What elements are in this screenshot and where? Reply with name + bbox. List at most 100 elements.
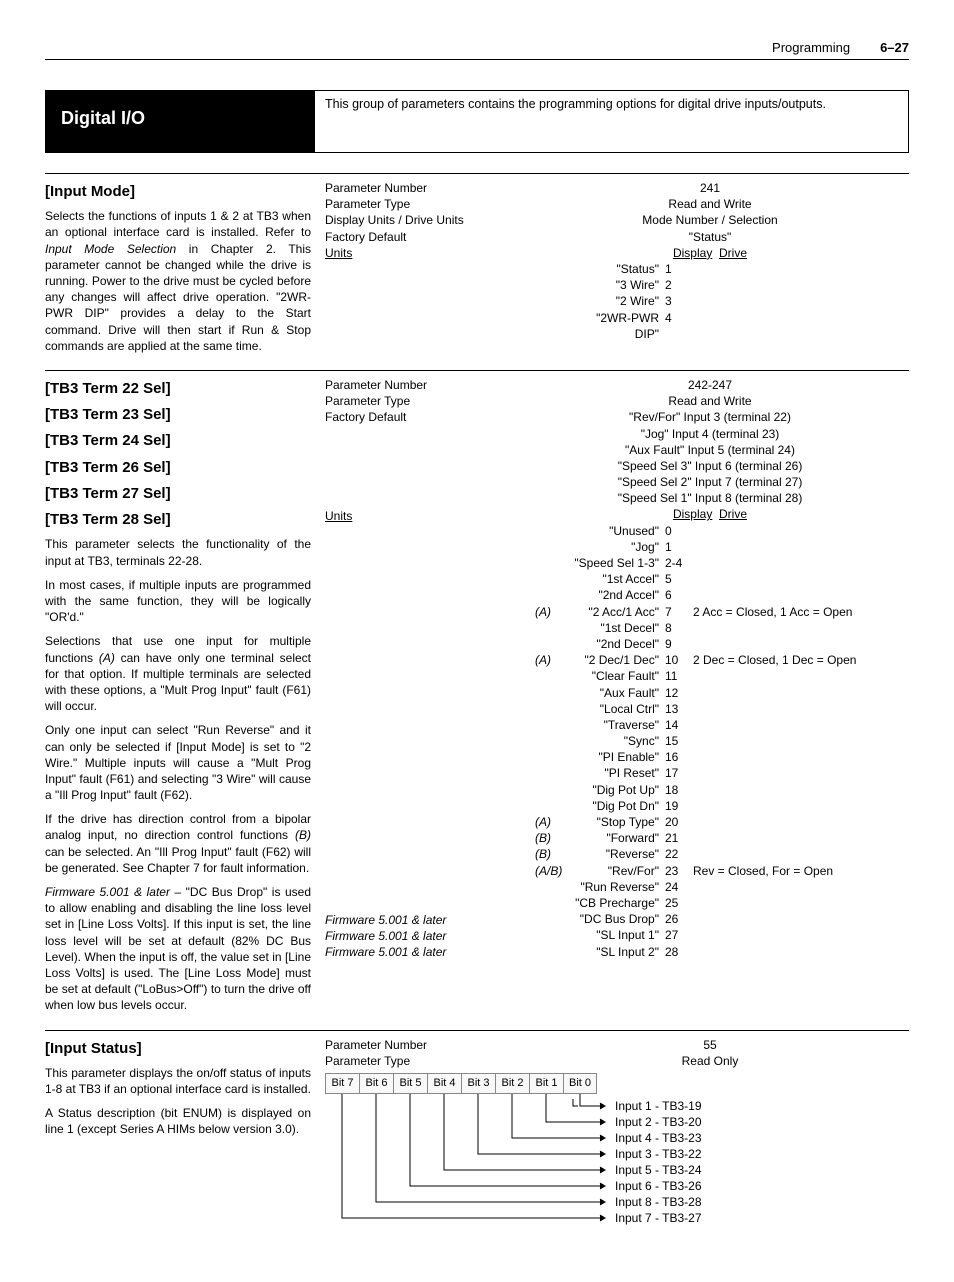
unit-row: "CB Precharge"25: [535, 895, 885, 911]
unit-row: (A)"2 Dec/1 Dec"102 Dec = Closed, 1 Dec …: [535, 652, 885, 668]
bit-label: Bit 5: [393, 1073, 427, 1094]
unit-row: "Sync"15: [535, 733, 885, 749]
unit-row: "2nd Accel"6: [535, 587, 885, 603]
units-header: Display Drive: [535, 245, 885, 261]
unit-row: "Dig Pot Up"18: [535, 782, 885, 798]
tb3-p1: This parameter selects the functionality…: [45, 536, 311, 568]
page-number: 6–27: [880, 40, 909, 55]
unit-row: (A)"2 Acc/1 Acc"72 Acc = Closed, 1 Acc =…: [535, 604, 885, 620]
param-desc: Selects the functions of inputs 1 & 2 at…: [45, 208, 311, 354]
unit-row: "1st Decel"8: [535, 620, 885, 636]
is-p1: This parameter displays the on/off statu…: [45, 1065, 311, 1097]
bit-label: Bit 0: [563, 1073, 597, 1094]
page-header: Programming 6–27: [45, 40, 909, 60]
unit-row: "SL Input 1"27: [535, 927, 885, 943]
section-input-mode: [Input Mode] Selects the functions of in…: [45, 173, 909, 362]
label-pn: Parameter Number: [325, 180, 529, 196]
group-caption: This group of parameters contains the pr…: [315, 90, 909, 153]
unit-row: (B)"Forward"21: [535, 830, 885, 846]
section-tb3-term-sel: [TB3 Term 22 Sel] [TB3 Term 23 Sel] [TB3 T…: [45, 370, 909, 1022]
input-map-row: Input 8 - TB3-28: [615, 1194, 702, 1210]
units-header: Display Drive: [535, 506, 885, 522]
bit-label: Bit 2: [495, 1073, 529, 1094]
unit-row: "3 Wire"2: [535, 277, 885, 293]
unit-row: "Jog"1: [535, 539, 885, 555]
label-pt: Parameter Type: [325, 393, 529, 409]
label-pn: Parameter Number: [325, 377, 529, 393]
label-un: Units: [325, 245, 529, 261]
chapter-label: Programming: [772, 40, 850, 55]
param-title: [Input Mode]: [45, 182, 311, 202]
label-pt: Parameter Type: [325, 1053, 535, 1069]
group-band: Digital I/O This group of parameters con…: [45, 90, 909, 153]
label-fd: Factory Default: [325, 409, 529, 425]
param-title: [TB3 Term 23 Sel]: [45, 405, 311, 425]
tb3-p2: In most cases, if multiple inputs are pr…: [45, 577, 311, 626]
unit-row: "DC Bus Drop"26: [535, 911, 885, 927]
val-pn: 242-247: [535, 377, 885, 393]
param-title: [Input Status]: [45, 1039, 311, 1059]
unit-row: "Speed Sel 1-3"2-4: [535, 555, 885, 571]
param-title: [TB3 Term 28 Sel]: [45, 510, 311, 530]
unit-row: "Run Reverse"24: [535, 879, 885, 895]
unit-row: "SL Input 2"28: [535, 944, 885, 960]
fd-row: "Speed Sel 2" Input 7 (terminal 27): [535, 474, 885, 490]
fd-row: "Jog" Input 4 (terminal 23): [535, 426, 885, 442]
fd-row: "Speed Sel 1" Input 8 (terminal 28): [535, 490, 885, 506]
fw-note: Firmware 5.001 & later: [325, 928, 529, 944]
unit-row: "Clear Fault"11: [535, 668, 885, 684]
tb3-p3: Selections that use one input for multip…: [45, 633, 311, 714]
input-map-row: Input 4 - TB3-23: [615, 1130, 702, 1146]
input-map-row: Input 5 - TB3-24: [615, 1162, 702, 1178]
val-pt: Read and Write: [535, 196, 885, 212]
unit-row: "PI Reset"17: [535, 765, 885, 781]
unit-row: "Traverse"14: [535, 717, 885, 733]
param-title: [TB3 Term 26 Sel]: [45, 458, 311, 478]
section-input-status: [Input Status] This parameter displays t…: [45, 1030, 909, 1234]
label-fd: Factory Default: [325, 229, 529, 245]
input-map-row: Input 1 - TB3-19: [615, 1098, 702, 1114]
tb3-p6: Firmware 5.001 & later – "DC Bus Drop" i…: [45, 884, 311, 1014]
tb3-p4: Only one input can select "Run Reverse" …: [45, 722, 311, 803]
bit-label: Bit 4: [427, 1073, 461, 1094]
unit-row: "Aux Fault"12: [535, 685, 885, 701]
bit-label: Bit 3: [461, 1073, 495, 1094]
param-title: [TB3 Term 27 Sel]: [45, 484, 311, 504]
input-map-row: Input 3 - TB3-22: [615, 1146, 702, 1162]
label-un: Units: [325, 508, 529, 524]
val-pn: 55: [535, 1037, 885, 1053]
unit-row: "1st Accel"5: [535, 571, 885, 587]
bit-diagram: Bit 7Bit 6Bit 5Bit 4Bit 3Bit 2Bit 1Bit 0: [325, 1073, 885, 1234]
is-p2: A Status description (bit ENUM) is displ…: [45, 1105, 311, 1137]
tb3-p5: If the drive has direction control from …: [45, 811, 311, 876]
bit-label: Bit 7: [325, 1073, 359, 1094]
bit-label: Bit 1: [529, 1073, 563, 1094]
unit-row: "Status"1: [535, 261, 885, 277]
bit-lines-svg: [325, 1094, 615, 1234]
label-du: Display Units / Drive Units: [325, 212, 529, 228]
unit-row: (A)"Stop Type"20: [535, 814, 885, 830]
param-title: [TB3 Term 22 Sel]: [45, 379, 311, 399]
val-pt: Read Only: [535, 1053, 885, 1069]
group-title: Digital I/O: [45, 90, 315, 153]
unit-row: "2 Wire"3: [535, 293, 885, 309]
unit-row: "Dig Pot Dn"19: [535, 798, 885, 814]
unit-row: "2WR-PWR DIP"4: [535, 310, 885, 342]
unit-row: (B)"Reverse"22: [535, 846, 885, 862]
unit-row: "2nd Decel"9: [535, 636, 885, 652]
input-map-row: Input 7 - TB3-27: [615, 1210, 702, 1226]
unit-row: (A/B)"Rev/For"23Rev = Closed, For = Open: [535, 863, 885, 879]
label-pt: Parameter Type: [325, 196, 529, 212]
param-title: [TB3 Term 24 Sel]: [45, 431, 311, 451]
bit-label: Bit 6: [359, 1073, 393, 1094]
val-pn: 241: [535, 180, 885, 196]
val-fd: "Status": [535, 229, 885, 245]
val-pt: Read and Write: [535, 393, 885, 409]
val-du: Mode Number / Selection: [535, 212, 885, 228]
fd-row: "Speed Sel 3" Input 6 (terminal 26): [535, 458, 885, 474]
unit-row: "Unused"0: [535, 523, 885, 539]
fw-note: Firmware 5.001 & later: [325, 912, 529, 928]
fw-note: Firmware 5.001 & later: [325, 944, 529, 960]
unit-row: "PI Enable"16: [535, 749, 885, 765]
input-map-row: Input 2 - TB3-20: [615, 1114, 702, 1130]
